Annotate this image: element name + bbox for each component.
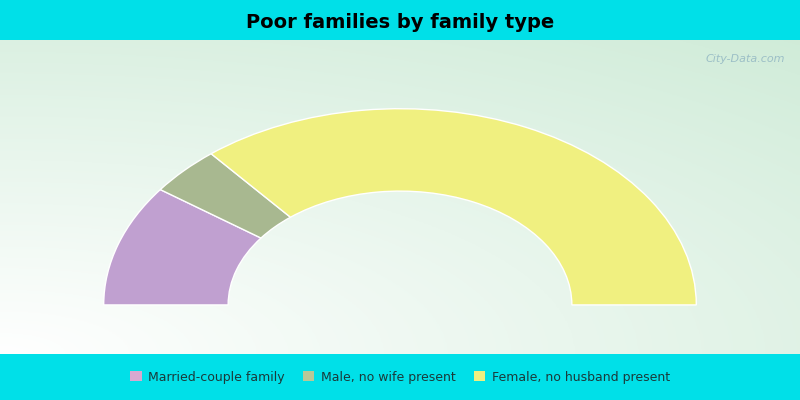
Wedge shape: [104, 190, 261, 305]
Legend: Married-couple family, Male, no wife present, Female, no husband present: Married-couple family, Male, no wife pre…: [126, 366, 674, 388]
Wedge shape: [211, 109, 696, 305]
Wedge shape: [160, 154, 290, 238]
Text: City-Data.com: City-Data.com: [706, 54, 785, 64]
Text: Poor families by family type: Poor families by family type: [246, 12, 554, 32]
